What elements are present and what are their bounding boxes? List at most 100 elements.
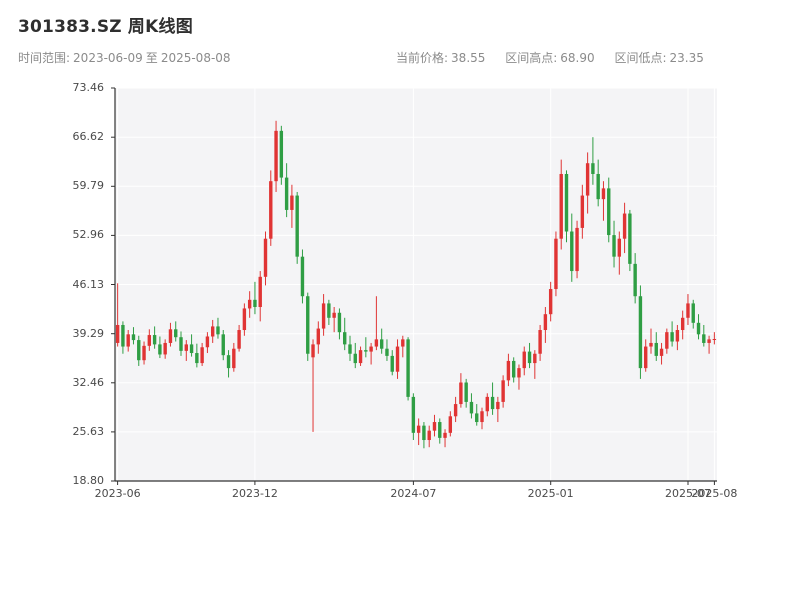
candle-body [696,322,701,335]
page-title: 301383.SZ 周K线图 [18,17,193,37]
candle-body [174,329,178,338]
candle-body [475,413,479,423]
candle-body [189,344,194,354]
y-axis-tick-label: 25.63 [72,424,105,438]
candle-body [617,238,622,257]
candle-body [258,276,262,308]
candle-body [411,396,416,433]
candle-body [659,348,664,356]
candle-body [353,353,357,364]
x-axis-labels: 2023-06 2023-12 2024-07 2025-01 2025-07 2025-… [95,487,770,503]
y-axis-tick-label: 59.79 [72,179,105,193]
candle-body [644,346,648,369]
price-stats: 当前价格: 38.55 区间高点: 68.90 区间低点: 23.35 [396,49,720,66]
candle-body [591,163,595,174]
candle-body [279,130,284,178]
candle-body [395,346,400,372]
candle-body [496,401,500,410]
stat-range-low: 区间低点: 23.35 [614,51,703,65]
candle-body [622,213,627,239]
candle-body [374,339,379,347]
candle-body [221,334,225,356]
candle-body [226,355,231,369]
candle-body [538,330,542,354]
candle-body [195,353,199,364]
candle-body [168,329,173,343]
stat-label: 当前价格: [396,51,449,65]
candle-body [205,336,210,348]
stat-current-price: 当前价格: 38.55 [396,51,485,65]
stat-label: 区间低点: [614,51,667,65]
candle-body [369,346,373,352]
candle-body [665,332,669,349]
time-range-label: 时间范围: [18,51,71,65]
candle-body [680,317,685,331]
y-axis-tick-label: 46.13 [72,277,105,291]
candle-body [115,324,120,343]
candle-body [200,347,204,364]
candle-body [290,195,294,210]
candle-body [585,163,590,196]
candle-body [284,177,289,210]
candle-body [131,334,136,341]
candle-body [184,344,188,351]
candle-body [712,339,717,340]
candle-body [406,339,410,397]
candle-body [543,314,548,331]
stat-value: 23.35 [669,51,704,65]
kline-chart [110,83,722,486]
y-axis-tick-label: 73.46 [72,81,105,94]
y-axis-tick-label: 52.96 [72,228,105,242]
candle-body [501,380,505,402]
candle-body [548,289,553,315]
stat-value: 38.55 [451,51,486,65]
candle-body [379,339,384,349]
candle-body [216,326,220,335]
candle-body [469,401,474,414]
candle-body [527,351,532,364]
candle-body [459,382,463,405]
candle-body [686,303,690,318]
candle-body [263,238,268,277]
y-axis-tick-label: 32.46 [72,375,105,389]
candle-body [453,404,458,417]
candle-body [638,296,643,369]
candle-body [422,425,426,441]
candle-body [295,195,299,257]
x-axis-tick-label: 2025-08 [691,487,738,500]
candle-body [670,332,674,342]
candle-body [390,355,394,372]
candle-body [247,299,252,309]
x-axis-tick-label: 2024-07 [390,487,437,500]
candle-body [675,330,680,342]
candle-body [321,303,326,329]
candle-body [158,344,162,355]
candle-body [654,342,658,356]
stat-label: 区间高点: [505,51,558,65]
candle-body [480,411,484,423]
candle-body [385,348,389,356]
candle-body [628,213,632,264]
candle-body [210,326,215,337]
time-range: 时间范围: 2023-06-09 至 2025-08-08 [18,49,234,66]
time-range-start: 2023-06-09 [73,51,143,65]
candle-body [564,173,569,232]
candle-body [517,368,521,378]
candle-body [269,181,273,239]
candle-body [522,351,526,369]
candle-body [348,344,352,354]
candle-body [464,382,468,402]
candle-body [707,339,711,343]
candle-body [702,334,706,343]
candle-body [179,337,183,351]
candle-body [121,324,125,347]
candle-body [438,422,442,438]
candle-body [142,345,146,361]
candle-body [332,312,336,318]
candle-body [511,360,516,378]
candlestick-plot [111,87,717,485]
candle-body [343,332,347,345]
candle-body [559,173,563,239]
candle-body [147,335,152,346]
stat-range-high: 区间高点: 68.90 [505,51,594,65]
